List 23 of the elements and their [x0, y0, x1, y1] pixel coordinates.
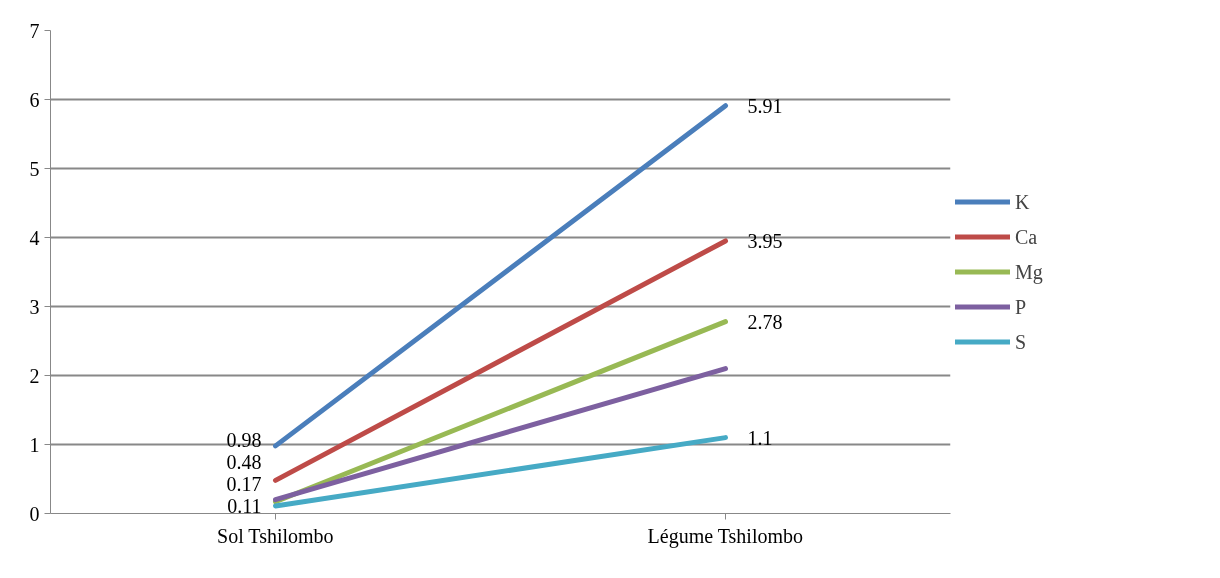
data-label: 5.91: [747, 94, 783, 117]
legend-label: Mg: [1015, 260, 1043, 283]
legend-label: P: [1015, 295, 1028, 318]
legend-label: S: [1015, 330, 1028, 353]
data-label: 0.11: [227, 494, 262, 517]
legend-label: K: [1015, 190, 1031, 213]
y-tick-label: 7: [29, 19, 40, 42]
data-label: 0.98: [226, 428, 262, 451]
data-label: 0.48: [226, 450, 262, 473]
data-label: 1.1: [747, 426, 773, 449]
y-tick-label: 3: [29, 295, 40, 318]
x-tick-label: Sol Tshilombo: [217, 524, 334, 547]
data-label: 0.17: [226, 472, 262, 495]
legend-label: Ca: [1015, 225, 1038, 248]
data-label: 2.78: [747, 310, 783, 333]
y-tick-label: 1: [29, 433, 40, 456]
data-label: 3.95: [747, 229, 783, 252]
x-tick-label: Légume Tshilombo: [647, 524, 804, 548]
y-tick-label: 6: [29, 88, 40, 111]
y-tick-label: 4: [29, 226, 40, 249]
y-tick-label: 5: [29, 157, 40, 180]
y-tick-label: 2: [29, 364, 40, 387]
y-tick-label: 0: [29, 502, 40, 525]
